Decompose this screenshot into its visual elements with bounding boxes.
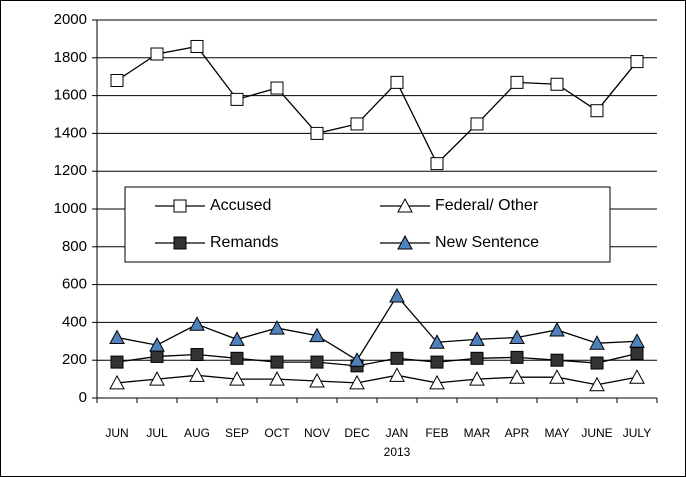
x-tick-label: MAR	[464, 426, 491, 440]
y-tick-label: 1600	[54, 87, 87, 104]
marker	[229, 331, 245, 346]
x-tick-label: JUL	[146, 426, 168, 440]
y-tick-label: 1800	[54, 49, 87, 66]
marker	[149, 371, 165, 386]
marker	[469, 331, 485, 346]
marker	[230, 351, 244, 365]
marker	[270, 81, 284, 95]
marker	[110, 73, 124, 87]
marker	[429, 334, 445, 349]
marker	[470, 351, 484, 365]
legend	[124, 186, 611, 263]
y-tick-label: 200	[62, 351, 87, 368]
marker	[510, 350, 524, 364]
x-tick-label: APR	[505, 426, 530, 440]
legend-label: Accused	[210, 197, 271, 214]
x-tick-label: SEP	[225, 426, 249, 440]
marker	[630, 347, 644, 361]
marker	[190, 348, 204, 362]
marker	[429, 374, 445, 390]
x-tick-label: MAY	[544, 426, 569, 440]
marker	[549, 369, 565, 384]
series-line	[116, 294, 638, 362]
marker	[390, 75, 404, 89]
marker	[430, 355, 444, 369]
marker	[397, 197, 413, 213]
marker	[109, 329, 125, 345]
marker	[269, 371, 285, 386]
marker	[229, 371, 245, 386]
legend-label: Remands	[210, 234, 278, 251]
y-tick-label: 600	[62, 276, 87, 293]
marker	[110, 355, 124, 369]
marker	[309, 327, 325, 343]
series-line	[116, 374, 638, 386]
marker	[629, 333, 645, 348]
marker	[629, 369, 645, 384]
marker	[470, 117, 484, 131]
marker	[469, 371, 485, 386]
y-tick-label: 1000	[54, 200, 87, 217]
marker	[149, 337, 165, 352]
y-tick-label: 0	[79, 389, 87, 406]
legend-label: Federal/ Other	[435, 197, 539, 214]
legend-label: New Sentence	[435, 234, 539, 251]
marker	[309, 372, 325, 388]
x-tick-label: FEB	[425, 426, 448, 440]
marker	[349, 352, 365, 367]
x-tick-label: JUN	[105, 426, 128, 440]
marker	[173, 236, 187, 250]
y-tick-label: 800	[62, 238, 87, 255]
marker	[509, 369, 525, 384]
marker	[397, 234, 413, 250]
y-tick-label: 1200	[54, 162, 87, 179]
x-tick-label: OCT	[264, 426, 290, 440]
y-tick-label: 400	[62, 313, 87, 330]
marker	[389, 287, 405, 303]
marker	[390, 351, 404, 365]
marker	[510, 75, 524, 89]
x-tick-label: DEC	[344, 426, 370, 440]
y-tick-label: 1400	[54, 124, 87, 141]
marker	[590, 356, 604, 370]
marker	[509, 329, 525, 345]
marker	[310, 355, 324, 369]
marker	[189, 316, 205, 331]
marker	[550, 353, 564, 367]
x-tick-label: AUG	[184, 426, 210, 440]
marker	[109, 374, 125, 390]
marker	[549, 321, 565, 337]
marker	[150, 47, 164, 61]
marker	[590, 104, 604, 118]
marker	[589, 376, 605, 392]
x-tick-label: JUNE	[581, 426, 612, 440]
series-line	[116, 45, 638, 165]
x-axis-label: 2013	[384, 445, 411, 459]
marker	[550, 77, 564, 91]
marker	[350, 117, 364, 131]
marker	[630, 55, 644, 69]
marker	[430, 157, 444, 171]
marker	[173, 199, 187, 213]
y-tick-label: 2000	[54, 11, 87, 28]
marker	[230, 92, 244, 106]
marker	[589, 335, 605, 350]
x-tick-label: JAN	[386, 426, 409, 440]
marker	[310, 126, 324, 140]
marker	[349, 374, 365, 390]
marker	[189, 367, 205, 382]
marker	[389, 367, 405, 382]
x-tick-label: JULY	[623, 426, 651, 440]
marker	[190, 39, 204, 53]
marker	[150, 349, 164, 363]
marker	[269, 320, 285, 335]
series-line	[116, 352, 638, 367]
x-tick-label: NOV	[304, 426, 330, 440]
marker	[270, 355, 284, 369]
